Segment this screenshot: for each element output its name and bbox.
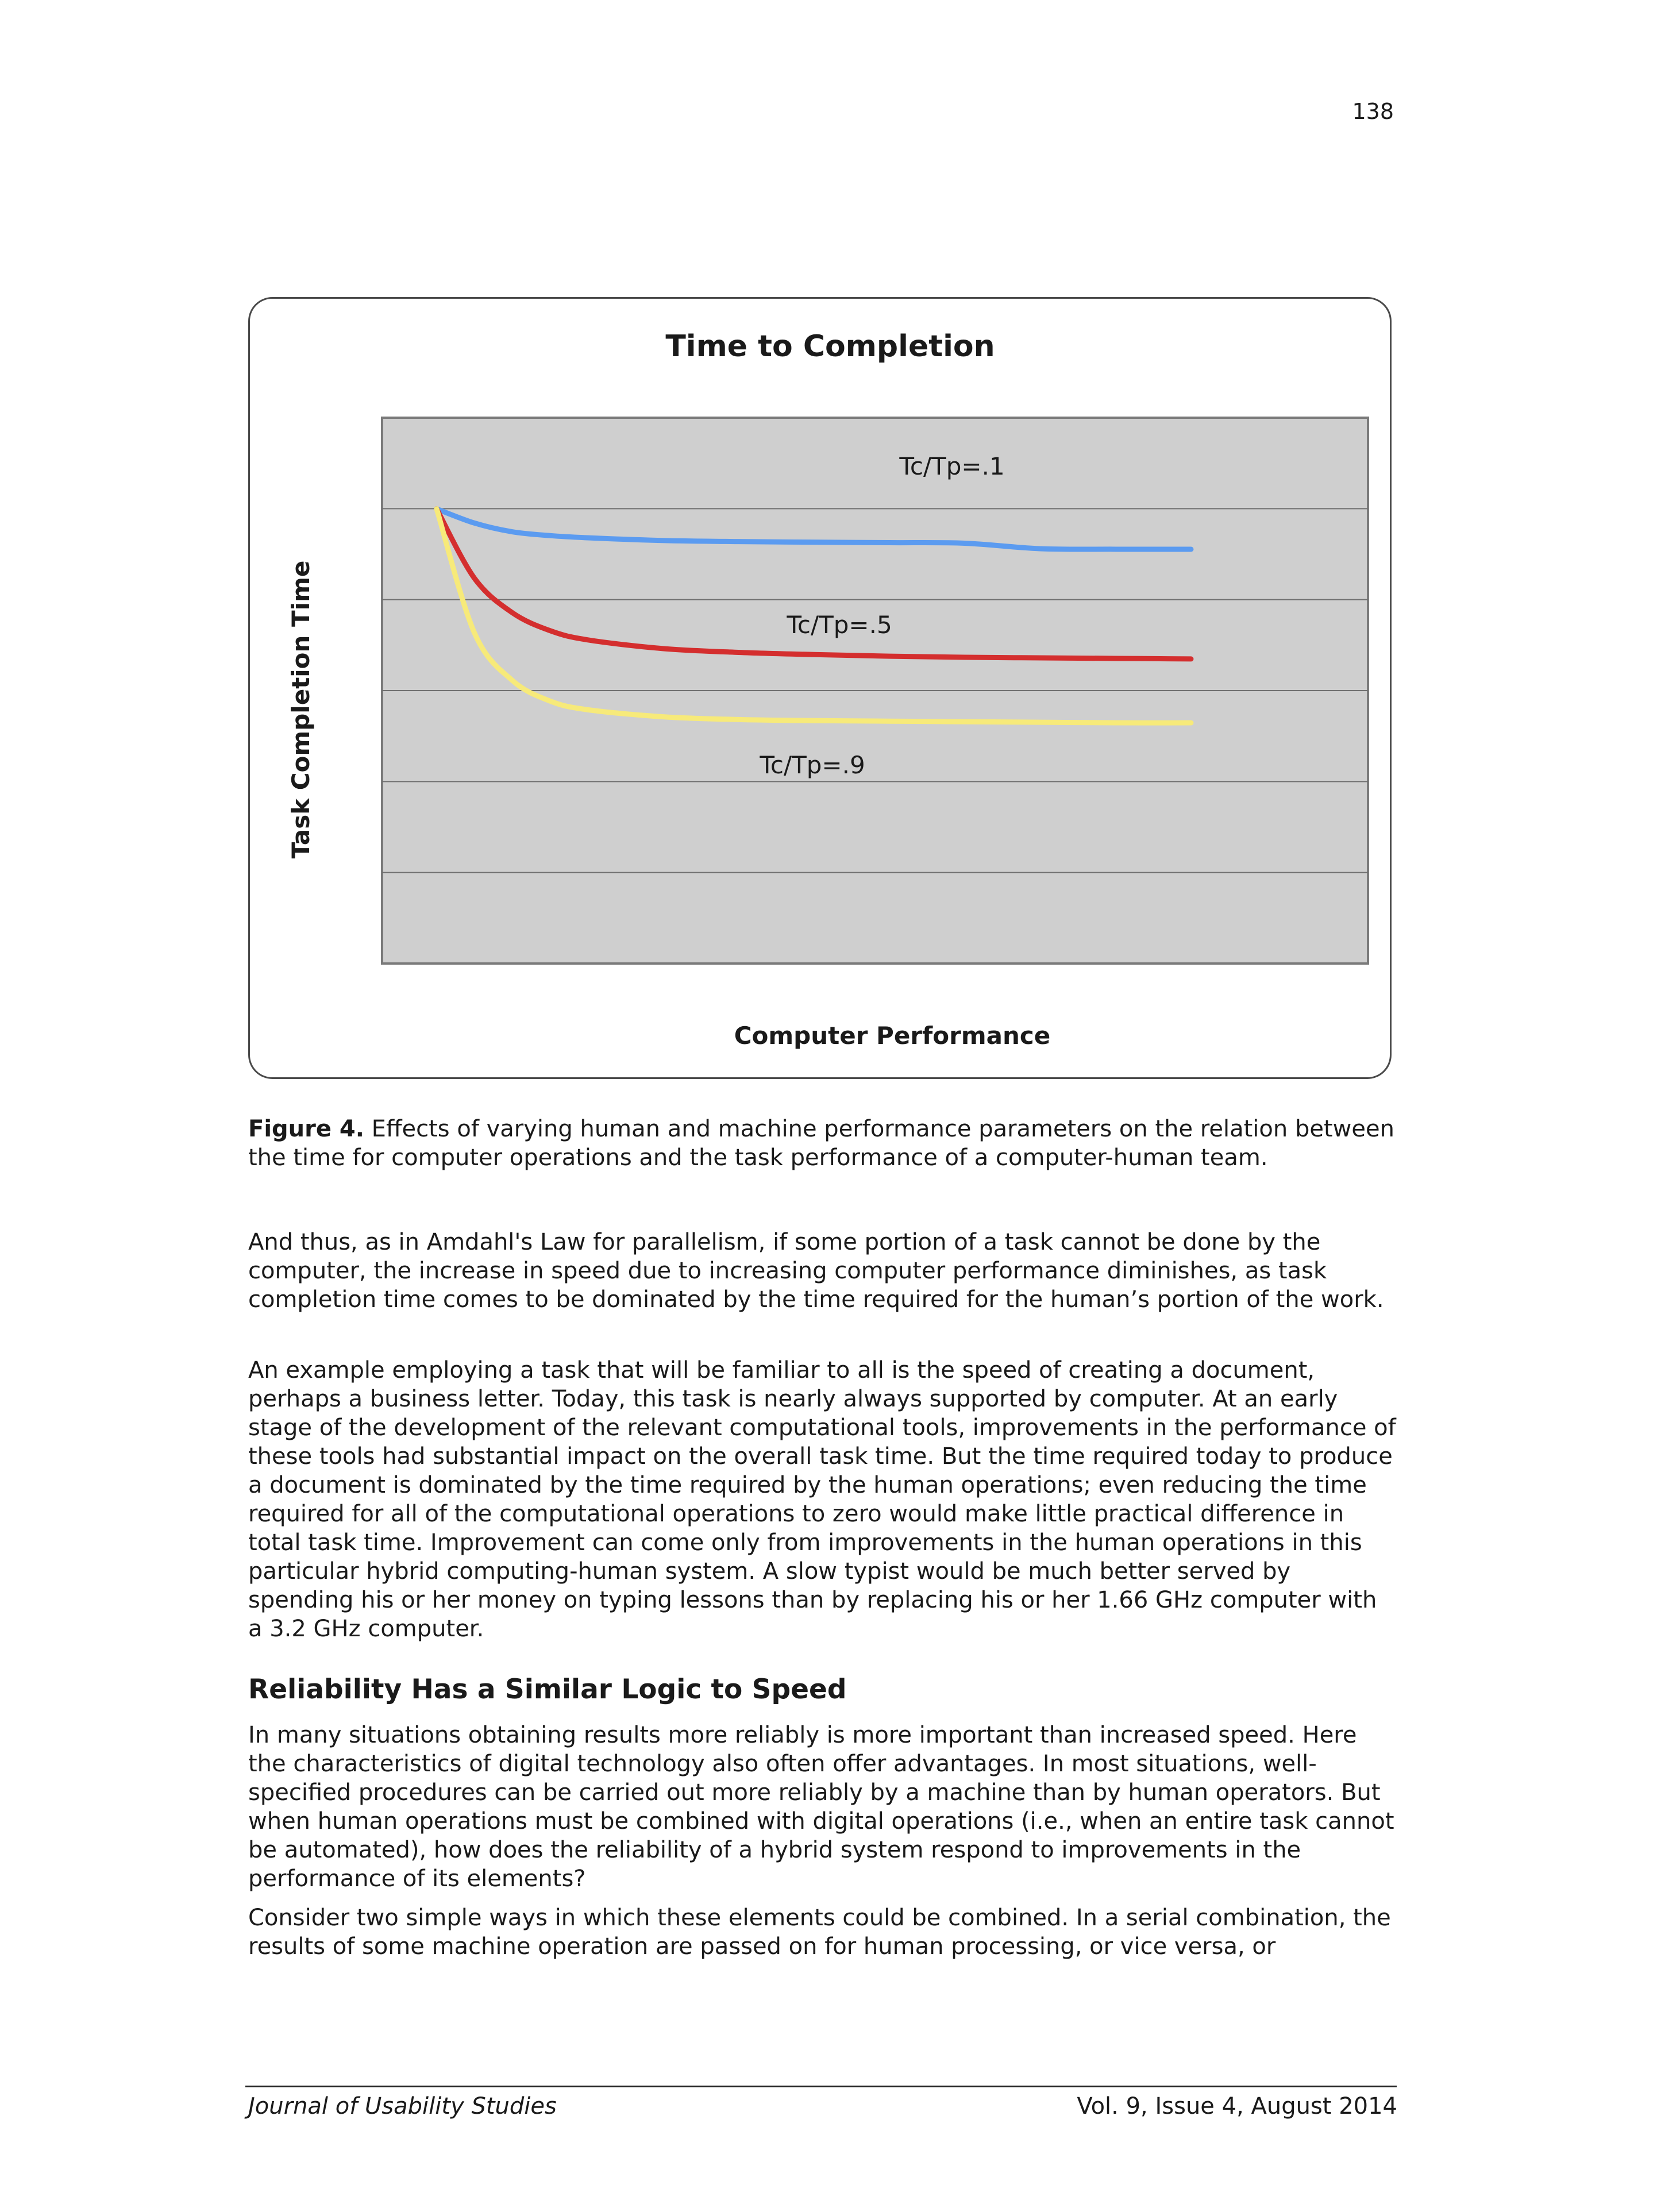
paragraph: And thus, as in Amdahl's Law for paralle… bbox=[248, 1228, 1397, 1314]
paragraph: Consider two simple ways in which these … bbox=[248, 1903, 1397, 1961]
series-line-1 bbox=[434, 506, 1194, 552]
time-to-completion-chart: Time to Completion Tc/Tp=.1 Tc/Tp=.5 Tc/… bbox=[287, 329, 1369, 1050]
figure-label: Figure 4. bbox=[248, 1116, 364, 1142]
paragraph: An example employing a task that will be… bbox=[248, 1356, 1397, 1643]
y-axis-title: Task Completion Time bbox=[287, 561, 315, 859]
figure-caption: Figure 4. Effects of varying human and m… bbox=[248, 1115, 1397, 1172]
section-heading: Reliability Has a Similar Logic to Speed bbox=[248, 1674, 847, 1705]
page-number: 138 bbox=[1352, 99, 1394, 124]
series-line-3 bbox=[434, 506, 1194, 726]
series-label-tc-tp-1: Tc/Tp=.1 bbox=[899, 452, 1004, 480]
caption-text: Effects of varying human and machine per… bbox=[248, 1116, 1394, 1171]
figure-frame: Time to Completion Tc/Tp=.1 Tc/Tp=.5 Tc/… bbox=[248, 297, 1392, 1079]
paragraph-text: An example employing a task that will be… bbox=[248, 1357, 1396, 1642]
series-lines bbox=[434, 506, 1194, 726]
footer-journal: Journal of Usability Studies bbox=[248, 2093, 557, 2119]
footer-issue: Vol. 9, Issue 4, August 2014 bbox=[1077, 2093, 1397, 2119]
paragraph: In many situations obtaining results mor… bbox=[248, 1721, 1397, 1893]
paragraph-text: In many situations obtaining results mor… bbox=[248, 1722, 1394, 1892]
paragraph-text: And thus, as in Amdahl's Law for paralle… bbox=[248, 1229, 1384, 1313]
gridlines bbox=[382, 508, 1368, 873]
series-line-2 bbox=[434, 506, 1194, 662]
x-axis-title: Computer Performance bbox=[734, 1022, 1051, 1050]
footer-divider bbox=[245, 2086, 1397, 2087]
chart-title: Time to Completion bbox=[665, 329, 995, 364]
series-label-tc-tp-9: Tc/Tp=.9 bbox=[759, 751, 865, 779]
series-label-tc-tp-5: Tc/Tp=.5 bbox=[786, 611, 892, 639]
paragraph-text: Consider two simple ways in which these … bbox=[248, 1905, 1391, 1960]
